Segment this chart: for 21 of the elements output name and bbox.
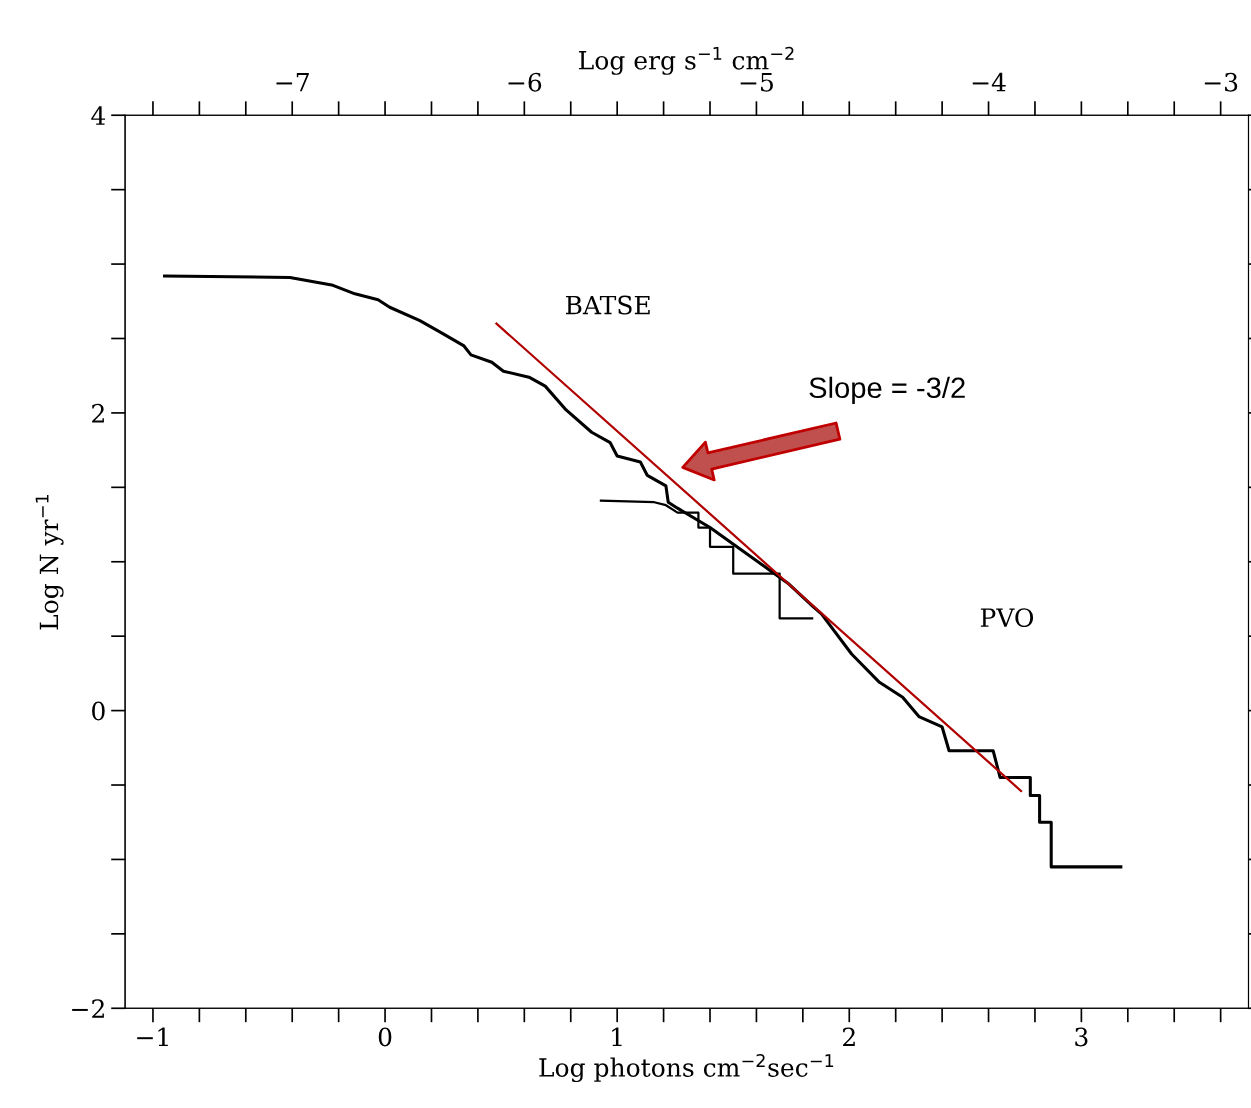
y-tick-label: −2	[72, 999, 104, 1018]
y-axis-title: Log N yr$^{−1}$	[35, 494, 64, 630]
x2-tick-label: −7	[276, 73, 309, 92]
line-series	[599, 499, 814, 620]
annotation: PVO	[980, 608, 1034, 628]
annotation: Slope = -3/2	[809, 376, 965, 404]
x-tick-label: 0	[378, 1027, 392, 1047]
x2-tick-label: −3	[1204, 72, 1238, 92]
x2-tick-label: −5	[740, 73, 773, 92]
y-tick-label: 0	[92, 701, 105, 721]
y-tick-label: 4	[91, 106, 106, 125]
x-tick-label: 2	[843, 1027, 855, 1047]
text: BATSE	[565, 295, 650, 315]
x-tick-label: −1	[137, 1027, 168, 1047]
x2-tick-label: −6	[508, 72, 542, 92]
x-tick-label: 3	[1075, 1027, 1088, 1047]
x2-tick-label: −4	[972, 72, 1006, 92]
y-tick-label: 2	[92, 403, 104, 423]
x-tick-label: 1	[612, 1027, 622, 1047]
x-axis-title: Log photons cm$^{−2}$sec$^{−1}$	[539, 1054, 834, 1083]
line-series	[163, 274, 1123, 869]
